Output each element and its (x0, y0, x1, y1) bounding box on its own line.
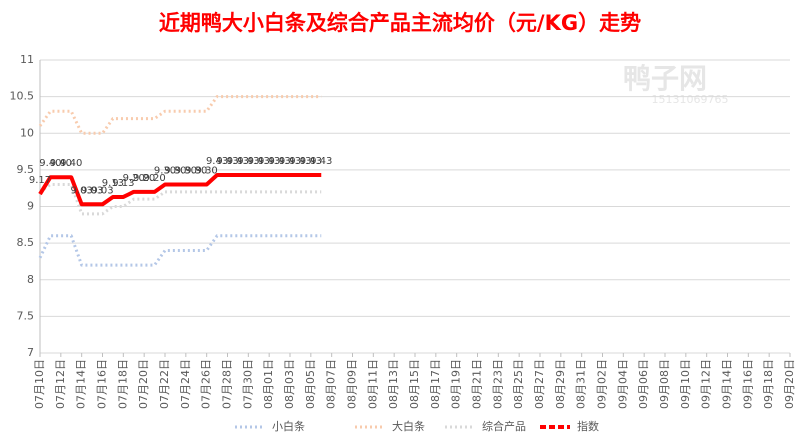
data-label: 9.43 (237, 156, 259, 167)
x-tick-label: 07月26日 (200, 359, 213, 409)
legend-label: 小白条 (272, 419, 305, 433)
data-label: 9.03 (81, 185, 103, 196)
legend-label: 大白条 (392, 419, 425, 433)
x-tick-label: 08月21日 (471, 359, 484, 409)
x-tick-label: 07月10日 (33, 359, 46, 409)
data-label: 9.40 (60, 158, 82, 169)
data-label: 9.30 (154, 166, 176, 177)
x-tick-label: 08月03日 (283, 359, 296, 409)
watermark: 鸭子网 (623, 62, 707, 95)
x-tick-label: 08月27日 (533, 359, 546, 409)
x-tick-label: 08月01日 (262, 359, 275, 409)
data-label: 9.40 (50, 158, 72, 169)
x-tick-label: 09月16日 (741, 359, 754, 409)
watermark: 15131069765 (652, 93, 729, 106)
data-label: 9.30 (196, 166, 218, 177)
x-tick-label: 08月17日 (429, 359, 442, 409)
x-tick-label: 08月13日 (387, 359, 400, 409)
x-tick-label: 07月22日 (158, 359, 171, 409)
x-tick-label: 08月15日 (408, 359, 421, 409)
x-tick-label: 09月18日 (762, 359, 775, 409)
data-label: 9.30 (175, 166, 197, 177)
data-label: 9.40 (39, 158, 61, 169)
series-line (38, 95, 322, 135)
y-tick-label: 9.5 (17, 163, 35, 176)
data-label: 9.43 (206, 156, 228, 167)
y-tick-label: 10.5 (10, 90, 35, 103)
data-label: 9.43 (289, 156, 311, 167)
data-label: 9.43 (279, 156, 301, 167)
x-tick-label: 08月25日 (512, 359, 525, 409)
x-tick-label: 08月07日 (325, 359, 338, 409)
legend-label: 指数 (577, 419, 599, 433)
data-label: 9.20 (123, 173, 145, 184)
x-tick-label: 09月12日 (700, 359, 713, 409)
series-line (38, 173, 322, 207)
data-label: 9.43 (227, 156, 249, 167)
x-tick-label: 09月06日 (637, 359, 650, 409)
x-tick-label: 08月31日 (575, 359, 588, 409)
y-tick-label: 7.5 (17, 309, 35, 322)
x-tick-label: 09月02日 (596, 359, 609, 409)
y-tick-label: 9 (27, 200, 34, 213)
data-label: 9.43 (248, 156, 270, 167)
x-tick-label: 07月24日 (179, 359, 192, 409)
x-tick-label: 08月23日 (491, 359, 504, 409)
data-label: 9.03 (71, 185, 93, 196)
data-label: 9.13 (102, 178, 124, 189)
x-tick-label: 08月19日 (450, 359, 463, 409)
x-tick-label: 07月20日 (137, 359, 150, 409)
x-tick-label: 08月05日 (304, 359, 317, 409)
x-tick-label: 07月18日 (116, 359, 129, 409)
x-tick-label: 07月28日 (221, 359, 234, 409)
x-tick-label: 09月14日 (721, 359, 734, 409)
y-tick-label: 11 (20, 53, 34, 66)
x-tick-label: 07月12日 (54, 359, 67, 409)
y-tick-label: 7 (27, 346, 34, 359)
data-label: 9.30 (164, 166, 186, 177)
series-line (39, 183, 322, 216)
data-label: 9.20 (133, 173, 155, 184)
x-tick-label: 07月14日 (75, 359, 88, 409)
legend-label: 综合产品 (482, 419, 526, 433)
x-tick-label: 09月10日 (679, 359, 692, 409)
series-line (38, 234, 322, 267)
y-tick-label: 8.5 (17, 236, 35, 249)
x-tick-label: 08月29日 (554, 359, 567, 409)
y-tick-label: 10 (20, 126, 34, 139)
x-tick-label: 07月16日 (96, 359, 109, 409)
x-tick-label: 08月09日 (346, 359, 359, 409)
data-label: 9.43 (300, 156, 322, 167)
data-label: 9.43 (310, 156, 332, 167)
chart-title: 近期鸭大小白条及综合产品主流均价（元/KG）走势 (159, 11, 641, 35)
data-label: 9.30 (185, 166, 207, 177)
x-tick-label: 09月20日 (783, 359, 796, 409)
x-tick-label: 07月30日 (241, 359, 254, 409)
data-label: 9.17 (29, 175, 51, 186)
data-label: 9.43 (258, 156, 280, 167)
data-label: 9.43 (268, 156, 290, 167)
data-label: 9.13 (112, 178, 134, 189)
x-tick-label: 09月04日 (616, 359, 629, 409)
y-tick-label: 8 (27, 273, 34, 286)
x-tick-label: 08月11日 (366, 359, 379, 409)
x-tick-label: 09月08日 (658, 359, 671, 409)
data-label: 9.03 (91, 185, 113, 196)
data-label: 9.43 (216, 156, 238, 167)
data-label: 9.20 (143, 173, 165, 184)
